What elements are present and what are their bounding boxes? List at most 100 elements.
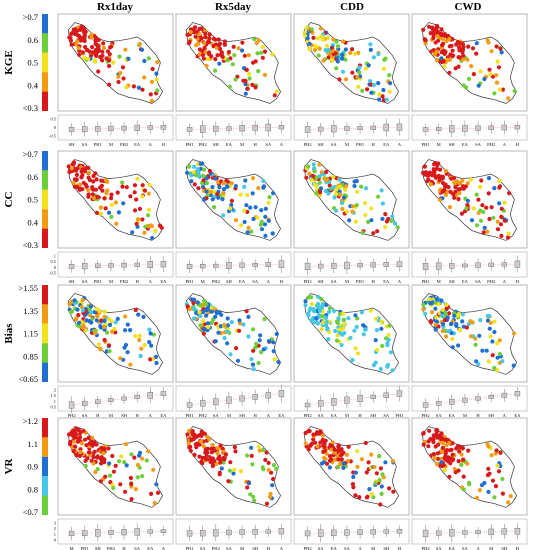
boxplot-box <box>108 530 114 535</box>
station-dot <box>496 469 502 474</box>
boxplot-xlabel: M <box>371 546 375 550</box>
station-dot <box>318 26 323 31</box>
boxplot-xlabel: M <box>240 142 244 147</box>
station-dot <box>331 175 336 180</box>
station-dot <box>242 219 247 225</box>
station-dot <box>334 338 340 343</box>
station-dot <box>348 335 353 340</box>
legend-swatch <box>42 343 48 363</box>
station-dot <box>107 461 112 466</box>
median-trend-line <box>386 393 400 396</box>
boxplot-xlabel: SA <box>436 413 443 418</box>
station-dot <box>379 491 384 496</box>
station-dot <box>339 343 344 348</box>
station-dot <box>216 195 221 200</box>
station-dot <box>495 59 500 64</box>
station-dot <box>205 321 211 326</box>
station-dot <box>343 47 348 52</box>
station-dot <box>262 222 268 227</box>
station-dot <box>334 208 339 213</box>
station-dot <box>379 188 384 193</box>
station-dot <box>437 178 442 183</box>
station-dot <box>253 59 258 64</box>
boxplot-xlabel: SH <box>69 142 76 147</box>
station-dot <box>218 460 223 465</box>
station-dot <box>216 330 221 335</box>
station-dot <box>128 475 133 481</box>
station-dot <box>387 73 392 78</box>
boxplot-xlabel: H <box>267 546 271 550</box>
station-dot <box>383 56 388 61</box>
station-dot <box>369 452 374 457</box>
station-dot <box>238 223 244 228</box>
station-dot <box>430 173 435 178</box>
station-dot <box>270 52 275 57</box>
station-dot <box>93 48 98 53</box>
station-dot <box>490 353 495 358</box>
station-dot <box>124 463 129 468</box>
median-trend-line <box>504 393 518 396</box>
station-dot <box>324 169 329 175</box>
station-dot <box>262 49 268 54</box>
boxplot-xlabel: SH <box>488 413 495 418</box>
station-dot <box>456 343 461 348</box>
station-dot <box>274 466 279 471</box>
station-dot <box>427 428 432 433</box>
station-dot <box>450 345 455 350</box>
station-dot <box>446 329 451 334</box>
station-dot <box>487 326 492 331</box>
boxplot-panel <box>175 518 292 545</box>
station-dot <box>68 38 73 43</box>
station-dot <box>110 453 115 459</box>
station-dot <box>311 35 316 40</box>
station-dot <box>312 169 317 174</box>
station-dot <box>456 468 461 473</box>
station-dot <box>204 302 209 307</box>
station-dot <box>374 471 379 476</box>
station-dot <box>243 82 248 87</box>
station-dot <box>231 44 236 49</box>
boxplot-panel <box>175 385 292 412</box>
station-dot <box>335 44 340 49</box>
station-dot <box>69 166 74 171</box>
station-dot <box>151 332 156 337</box>
station-dot <box>133 487 138 492</box>
boxplot-xlabel: H <box>516 546 520 550</box>
station-dot <box>434 49 439 54</box>
station-dot <box>78 450 83 455</box>
station-dot <box>117 54 122 59</box>
station-dot <box>217 61 222 66</box>
station-dot <box>459 211 465 216</box>
station-dot <box>147 182 152 187</box>
station-dot <box>128 194 133 199</box>
iran-outline <box>68 22 164 104</box>
station-dot <box>221 213 226 218</box>
boxplot-panel <box>175 251 292 278</box>
station-dot <box>256 69 261 74</box>
station-dot <box>100 49 105 54</box>
station-dot <box>147 207 152 212</box>
station-dot <box>188 29 193 35</box>
boxplot-xlabel: A <box>267 279 271 284</box>
station-dot <box>136 312 141 317</box>
station-dot <box>421 431 426 436</box>
station-dot <box>372 464 377 470</box>
station-dot <box>149 491 154 496</box>
station-dot <box>450 336 455 342</box>
station-dot <box>72 184 78 189</box>
boxplot-xlabel: A <box>503 279 507 284</box>
station-dot <box>443 311 448 316</box>
station-dot <box>141 314 146 319</box>
station-dot <box>154 360 159 366</box>
station-dot <box>422 164 427 169</box>
station-dot <box>384 97 389 102</box>
station-dot <box>74 426 79 431</box>
station-dot <box>246 334 251 339</box>
station-dot <box>390 368 395 373</box>
station-dot <box>137 41 142 47</box>
station-dot <box>323 188 328 194</box>
station-dot <box>351 485 356 490</box>
boxplot-xlabel: A <box>280 546 284 550</box>
station-dot <box>309 177 314 182</box>
column-title-cwd: CWD <box>455 1 482 13</box>
